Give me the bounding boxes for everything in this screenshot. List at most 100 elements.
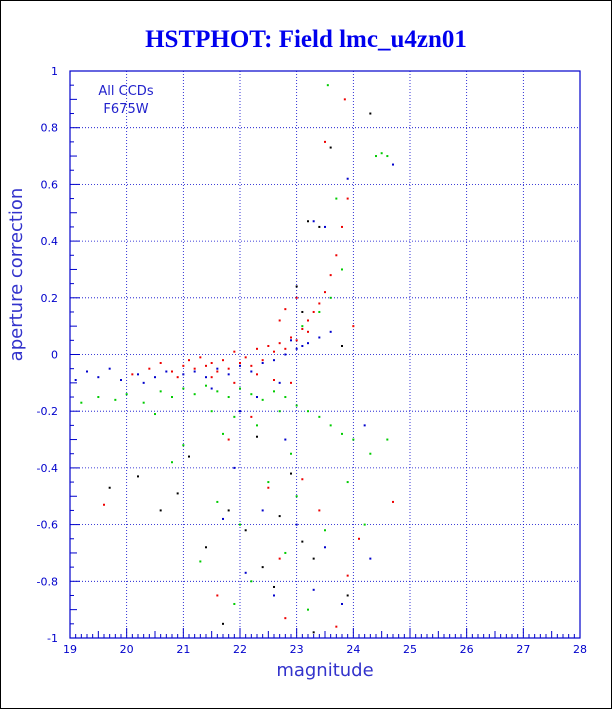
data-point-green: [182, 387, 185, 390]
data-point-blue: [239, 410, 241, 413]
data-point-green: [222, 432, 224, 435]
y-tick-label: -0.8: [37, 575, 58, 588]
data-point-green: [380, 152, 383, 155]
y-tick-label: 1: [51, 65, 58, 78]
data-point-red: [273, 379, 275, 382]
data-point-black: [295, 285, 298, 288]
data-point-red: [352, 325, 355, 328]
data-point-green: [267, 481, 270, 484]
data-point-blue: [239, 364, 241, 367]
data-point-green: [80, 401, 83, 404]
x-tick-label: 26: [460, 643, 474, 656]
y-tick-label: 0.8: [41, 122, 59, 135]
data-point-red: [307, 330, 309, 333]
data-point-green: [125, 393, 128, 396]
data-point-blue: [120, 379, 122, 382]
data-point-green: [363, 523, 366, 526]
data-point-green: [233, 602, 236, 605]
data-point-green: [295, 495, 298, 498]
data-point-green: [216, 500, 219, 503]
data-point-red: [278, 557, 281, 560]
data-point-red: [307, 319, 309, 322]
data-point-green: [284, 396, 287, 399]
data-point-blue: [346, 177, 349, 180]
data-point-blue: [216, 367, 219, 370]
data-point-red: [210, 362, 213, 365]
y-axis-label: aperture correction: [6, 188, 27, 362]
data-point-red: [335, 625, 338, 628]
data-point-green: [318, 310, 321, 313]
data-point-blue: [363, 424, 366, 427]
data-point-red: [250, 364, 253, 367]
data-point-blue: [137, 373, 139, 376]
data-point-green: [250, 580, 253, 583]
data-point-red: [290, 336, 292, 339]
data-point-green: [216, 390, 219, 393]
data-point-red: [250, 415, 253, 418]
data-point-blue: [278, 381, 281, 384]
data-point-red: [176, 376, 179, 379]
data-point-green: [193, 393, 196, 396]
annotation-filter: F675W: [103, 102, 148, 117]
data-point-blue: [301, 344, 304, 347]
data-point-red: [301, 478, 304, 481]
data-point-red: [193, 367, 196, 370]
data-point-black: [188, 455, 190, 458]
data-point-blue: [142, 381, 145, 384]
data-point-blue: [284, 353, 287, 356]
data-point-green: [261, 398, 264, 401]
data-point-black: [301, 540, 304, 543]
data-point-red: [284, 617, 287, 620]
data-point-green: [386, 155, 389, 158]
data-point-green: [278, 410, 281, 413]
data-point-red: [273, 350, 275, 353]
data-point-black: [318, 225, 321, 228]
data-point-green: [295, 404, 298, 407]
data-point-green: [329, 296, 332, 299]
data-point-green: [239, 387, 241, 390]
data-point-red: [284, 347, 287, 350]
data-point-blue: [295, 523, 298, 526]
data-point-black: [312, 631, 315, 634]
data-point-green: [346, 481, 349, 484]
x-tick-label: 25: [403, 643, 417, 656]
data-point-red: [346, 574, 349, 577]
data-point-green: [375, 155, 377, 158]
data-point-black: [369, 112, 372, 115]
data-point-red: [171, 370, 173, 373]
data-point-green: [210, 410, 213, 413]
data-point-green: [273, 390, 275, 393]
annotation-ccds: All CCDs: [98, 84, 153, 99]
data-point-black: [108, 486, 111, 489]
data-point-green: [159, 390, 162, 393]
data-point-green: [324, 529, 326, 532]
data-point-green: [307, 608, 309, 611]
chart-title: HSTPHOT: Field lmc_u4zn01: [145, 26, 467, 53]
data-point-blue: [318, 336, 321, 339]
data-point-red: [329, 274, 332, 277]
data-point-black: [341, 344, 343, 347]
data-point-black: [261, 566, 264, 569]
data-point-green: [250, 393, 253, 396]
data-point-black: [290, 472, 292, 475]
x-tick-label: 28: [573, 643, 587, 656]
y-tick-label: 0: [51, 349, 58, 362]
data-point-red: [324, 291, 326, 294]
data-point-green: [256, 424, 258, 427]
tick-labels: 19 20 21 22 23 24 25 26 27 28 -1 -0.8 -0.6 -0.4 -0.2 0 0…: [37, 65, 587, 656]
data-point-green: [341, 432, 343, 435]
data-point-red: [318, 509, 321, 512]
y-tick-label: 0.6: [41, 178, 59, 191]
x-tick-label: 21: [176, 643, 190, 656]
data-point-green: [326, 84, 329, 87]
data-point-green: [154, 413, 156, 416]
data-point-green: [284, 551, 287, 554]
y-tick-label: 0.2: [41, 292, 59, 305]
data-point-blue: [256, 396, 258, 399]
y-tick-label: 0.4: [41, 235, 59, 248]
data-point-blue: [307, 342, 309, 345]
data-point-blue: [222, 517, 224, 520]
data-point-blue: [341, 602, 343, 605]
data-point-blue: [244, 571, 247, 574]
